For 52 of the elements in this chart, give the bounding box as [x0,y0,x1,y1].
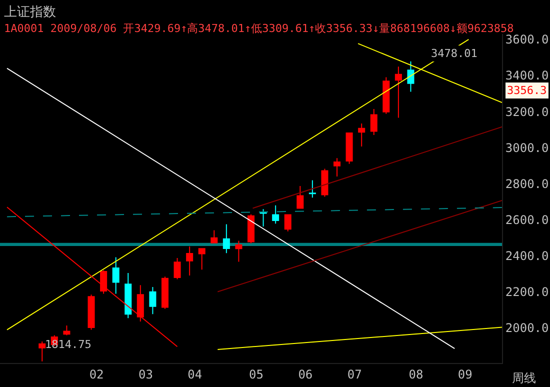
candlestick [186,246,194,276]
text: 3356.3 [507,84,547,97]
y-tick-label: 2000.0 [505,321,549,336]
candlestick [38,341,46,362]
candlestick [382,76,390,114]
candlestick [149,286,156,315]
candlestick [260,208,267,227]
y-tick-label: 3600.0 [505,32,549,47]
annotation: 1814.75 [45,338,92,351]
candlestick [346,132,353,164]
candlestick [174,258,181,280]
y-tick-label: 3000.0 [505,140,549,155]
y-tick-label: 2800.0 [505,176,549,191]
candlestick [247,214,255,244]
x-tick-label: 06 [298,367,313,382]
text: 周线 [512,371,536,385]
candlestick [296,186,304,209]
annotation: 3478.01 [431,47,478,60]
candlestick [358,122,366,148]
candlestick [272,204,280,224]
candlestick [112,256,120,294]
y-tick-label: 3200.0 [505,104,549,119]
candlestick [284,214,292,232]
x-tick-label: 04 [188,367,202,382]
candlestick [308,180,316,198]
candlestick [63,324,70,336]
candlestick [161,276,168,310]
y-tick-label: 2400.0 [505,249,549,264]
candlestick [136,284,144,322]
candlestick [235,240,242,262]
candlestick [88,294,95,330]
candlestick [370,108,378,136]
candlestick [222,224,230,254]
x-tick-label: 05 [249,367,264,382]
candlestick [334,158,341,177]
candlestick [407,60,414,92]
candlestick [124,272,132,319]
x-tick-label: 03 [138,367,153,382]
x-tick-label: 08 [408,367,424,382]
chart-subtitle: 1A0001 2009/08/06 开3429.69↑高3478.01↑低3309.61↑收3356.33↓量868196608↓额9623858 [4,22,514,35]
candlestick [321,168,328,198]
x-tick-label: 07 [347,367,362,382]
y-tick-label: 2200.0 [505,285,549,300]
y-tick-label: 2600.0 [505,212,549,227]
candlestick [210,230,218,244]
x-tick-label: 09 [458,367,472,382]
y-tick-label: 3400.0 [505,68,549,83]
candlestick [394,66,402,118]
candlestick [100,270,108,294]
x-tick-label: 02 [89,367,104,382]
candlestick [198,248,206,270]
chart-title: 上证指数 [4,5,56,20]
